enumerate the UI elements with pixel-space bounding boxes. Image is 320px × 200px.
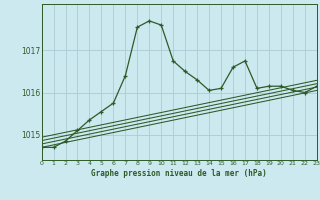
X-axis label: Graphe pression niveau de la mer (hPa): Graphe pression niveau de la mer (hPa) [91,169,267,178]
